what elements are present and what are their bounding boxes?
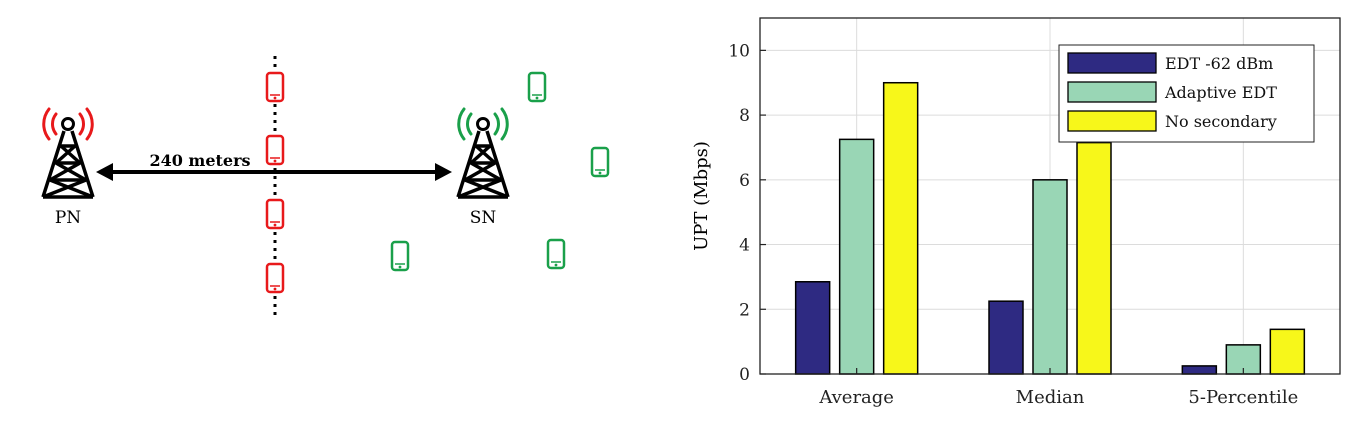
bar [794,281,831,375]
y-tick-label: 10 [728,41,750,61]
x-tick-label: Average [818,387,894,408]
y-tick-label: 4 [739,236,750,256]
secondary-signal-icon [457,107,509,141]
y-axis-label: UPT (Mbps) [691,141,712,251]
network-diagram: PN SN 240 meters [41,56,610,318]
bar [1181,365,1218,375]
legend-label: EDT -62 dBm [1165,54,1273,73]
green-ue-group [390,71,610,272]
primary-node-tower-icon [41,107,95,199]
bar [988,300,1024,375]
green-ue-phone-icon [527,71,547,103]
secondary-node-label: SN [470,208,497,228]
y-tick-label: 0 [739,365,750,385]
legend-label: No secondary [1165,112,1277,131]
red-ue-phone-icon [265,134,285,166]
bar [838,138,875,375]
primary-node-label: PN [55,208,81,228]
bar [1076,141,1112,375]
x-tick-label: Median [1016,387,1085,408]
bar [1269,328,1306,375]
x-tick-label: 5-Percentile [1188,387,1298,408]
y-tick-label: 8 [739,106,750,126]
legend: EDT -62 dBm Adaptive EDT No secondary [1058,44,1315,143]
red-ue-phone-icon [265,262,285,294]
distance-label: 240 meters [149,151,250,170]
legend-label: Adaptive EDT [1164,83,1277,102]
y-tick-label: 2 [739,300,750,320]
bar-chart: 0 2 4 6 8 10 Average Median 5-Percentile UPT (Mbp… [691,17,1341,408]
primary-signal-icon [42,107,94,141]
legend-swatch [1067,110,1157,132]
green-ue-phone-icon [390,240,410,272]
secondary-node-tower-icon [456,107,510,199]
distance-arrow [96,163,452,181]
green-ue-phone-icon [546,238,566,270]
legend-swatch [1067,52,1157,74]
legend-swatch [1067,81,1157,103]
bar [882,81,919,375]
bar [1032,179,1068,375]
red-ue-phone-icon [265,71,285,103]
red-ue-phone-icon [265,198,285,230]
green-ue-phone-icon [590,146,610,178]
y-tick-label: 6 [739,171,750,191]
red-ue-group [265,71,285,294]
